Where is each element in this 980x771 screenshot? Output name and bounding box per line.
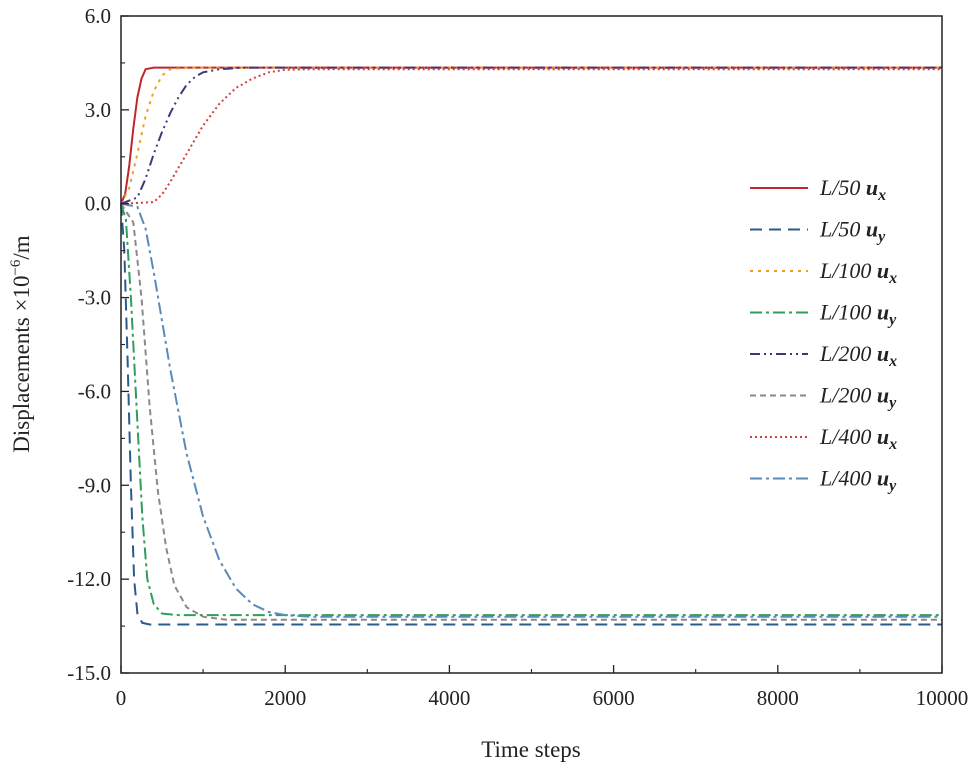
legend-item: L/200 uy — [750, 383, 897, 412]
legend-series-name: L/100 — [819, 258, 877, 283]
axes-ticks — [120, 15, 943, 674]
legend-series-name: L/400 — [819, 466, 877, 491]
y-tick-label: 6.0 — [85, 4, 111, 28]
legend-label: L/400 ux — [819, 424, 897, 453]
legend-subscript: x — [888, 270, 897, 287]
y-axis-label-unit: /m — [9, 235, 34, 259]
legend-series-name: L/50 — [819, 175, 866, 200]
y-tick-label: 3.0 — [85, 98, 111, 122]
y-axis-label-main: Displacements ×10 — [9, 276, 34, 453]
series-line-8 — [120, 202, 942, 618]
legend-series-name: L/50 — [819, 217, 866, 242]
x-tick-label: 6000 — [593, 686, 635, 710]
legend-subscript: y — [876, 229, 886, 246]
legend-item: L/100 uy — [750, 300, 897, 329]
legend-label: L/50 ux — [819, 175, 886, 204]
legend-component: u — [877, 300, 889, 325]
legend-label: L/400 uy — [819, 466, 897, 495]
y-tick-label: 0.0 — [85, 192, 111, 216]
legend-item: L/200 ux — [750, 341, 897, 370]
legend-component: u — [866, 217, 878, 242]
legend-component: u — [877, 341, 889, 366]
legend-label: L/100 ux — [819, 258, 897, 287]
series-line-2 — [120, 203, 942, 626]
legend-label: L/200 uy — [819, 383, 897, 412]
legend-component: u — [877, 258, 889, 283]
plot-frame — [120, 15, 943, 674]
legend-item: L/50 ux — [750, 175, 886, 204]
x-tick-label: 2000 — [264, 686, 306, 710]
series-line-7 — [120, 68, 942, 205]
legend-item: L/400 ux — [750, 424, 897, 453]
y-tick-label: -12.0 — [67, 567, 111, 591]
series-line-1 — [120, 66, 942, 205]
legend-item: L/400 uy — [750, 466, 897, 495]
series-line-5 — [120, 66, 942, 205]
x-axis-label: Time steps — [481, 737, 581, 762]
legend-label: L/50 uy — [819, 217, 886, 246]
y-axis-label-exponent: −6 — [8, 259, 24, 275]
legend-series-name: L/400 — [819, 424, 877, 449]
x-tick-label: 8000 — [757, 686, 799, 710]
plot-lines — [120, 66, 942, 626]
x-tick-label: 4000 — [428, 686, 470, 710]
legend-subscript: x — [888, 436, 897, 453]
x-tick-label: 0 — [116, 686, 127, 710]
legend-series-name: L/100 — [819, 300, 877, 325]
series-line-6 — [120, 203, 942, 621]
legend-item: L/100 ux — [750, 258, 897, 287]
series-line-4 — [120, 203, 942, 617]
y-tick-label: -9.0 — [78, 473, 111, 497]
legend-subscript: x — [888, 353, 897, 370]
legend-component: u — [877, 466, 889, 491]
legend-label: L/200 ux — [819, 341, 897, 370]
legend-component: u — [877, 424, 889, 449]
legend-component: u — [877, 383, 889, 408]
tick-labels: 0 2000 4000 6000 8000 10000 6.0 3.0 0.0 -3.0 -6.0 -… — [67, 4, 968, 710]
y-axis-label: Displacements ×10−6/m — [8, 235, 34, 452]
legend-subscript: y — [887, 478, 897, 495]
y-tick-label: -6.0 — [78, 379, 111, 403]
legend-subscript: x — [877, 187, 886, 204]
y-tick-label: -15.0 — [67, 661, 111, 685]
y-tick-label: -3.0 — [78, 286, 111, 310]
legend-item: L/50 uy — [750, 217, 886, 246]
legend: L/50 uxL/50 uyL/100 uxL/100 uyL/200 uxL/… — [750, 175, 897, 495]
x-tick-label: 10000 — [916, 686, 969, 710]
series-line-3 — [120, 66, 942, 205]
legend-series-name: L/200 — [819, 383, 877, 408]
legend-component: u — [866, 175, 878, 200]
legend-label: L/100 uy — [819, 300, 897, 329]
legend-subscript: y — [887, 395, 897, 412]
legend-series-name: L/200 — [819, 341, 877, 366]
legend-subscript: y — [887, 312, 897, 329]
